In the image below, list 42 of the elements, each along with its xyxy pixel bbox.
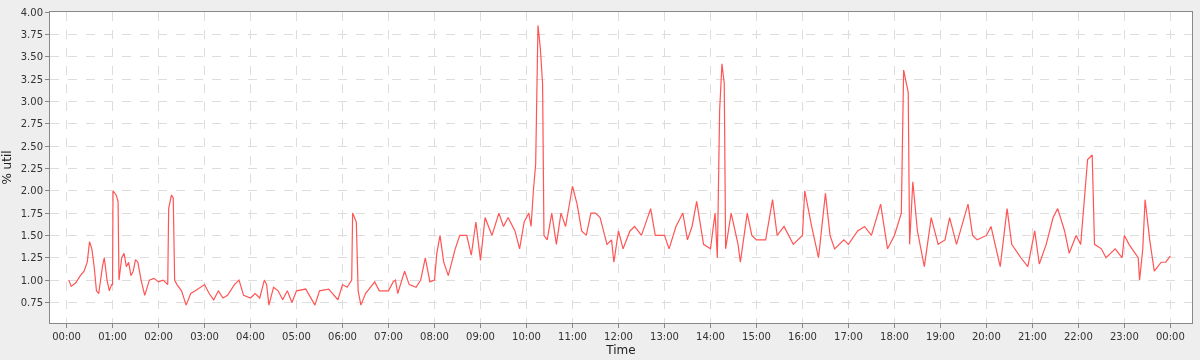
y-tick-label: 1.00 [20,274,43,286]
x-tick-label: 05:00 [282,331,311,342]
x-tick-label: 01:00 [98,331,127,342]
x-tick-label: 19:00 [926,331,955,342]
x-axis-title: Time [605,342,636,357]
x-tick-label: 18:00 [880,331,909,342]
x-tick-label: 06:00 [328,331,357,342]
y-tick-label: 2.00 [20,185,43,197]
x-tick-label: 10:00 [512,331,541,342]
x-tick-label: 12:00 [604,331,633,342]
y-tick-label: 2.50 [20,140,43,152]
y-tick-label: 1.75 [20,207,43,219]
y-tick-label: 2.75 [20,118,43,130]
x-tick-label: 07:00 [374,331,403,342]
y-tick-label: 3.75 [20,28,43,40]
x-tick-label: 21:00 [1018,331,1047,342]
y-tick-label: 1.25 [20,252,43,264]
x-tick-label: 04:00 [236,331,265,342]
y-tick-label: 1.50 [20,229,43,241]
x-tick-label: 20:00 [972,331,1001,342]
line-series [68,24,1171,306]
x-tick-label: 22:00 [1063,331,1093,342]
x-tick-label: 15:00 [742,331,771,342]
x-tick-label: 03:00 [190,331,219,342]
x-tick-label: 13:00 [650,331,679,342]
x-tick-label: 09:00 [466,331,495,342]
y-tick-label: 2.25 [20,162,43,174]
y-tick-label: 3.50 [20,51,43,63]
x-tick-label: 00:00 [52,331,81,342]
x-tick-label: 16:00 [788,331,817,342]
x-tick-label: 23:00 [1109,331,1139,342]
x-tick-label: 11:00 [558,331,587,342]
y-tick-label: 0.75 [20,296,43,308]
x-tick-label: 14:00 [696,331,725,342]
x-tick-label: 02:00 [144,331,173,342]
y-tick-label: 4.00 [20,6,43,18]
y-axis-title: % util [0,150,15,185]
x-tick-label: 00:00 [1155,331,1185,342]
y-tick-label: 3.00 [20,95,43,107]
y-tick-label: 3.25 [20,73,43,85]
x-tick-label: 08:00 [420,331,449,342]
x-tick-label: 17:00 [834,331,863,342]
